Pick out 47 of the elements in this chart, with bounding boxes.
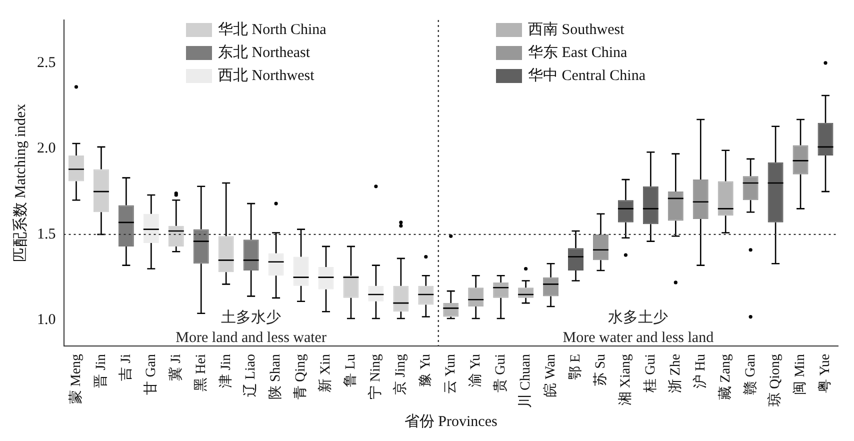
y-tick-label: 1.5 — [37, 226, 56, 242]
annotation: More water and less land — [562, 330, 714, 346]
x-tick-label: 粤 Yue — [817, 354, 834, 394]
x-axis-title: 省份 Provinces — [404, 412, 498, 430]
x-tick-label: 桂 Gui — [642, 354, 658, 394]
x-tick-label: 蒙 Meng — [68, 354, 84, 404]
x-tick-label: 豫 Yu — [418, 354, 434, 388]
y-tick-label: 1.0 — [37, 312, 56, 328]
legend-label: 西北 Northwest — [218, 66, 314, 85]
x-tick-label: 冀 Ji — [168, 354, 184, 381]
x-tick-label: 鄂 E — [567, 354, 584, 380]
x-tick-label: 黑 Hei — [194, 354, 209, 392]
legend-label: 东北 Northeast — [218, 44, 310, 62]
legend-label: 华中 Central China — [528, 66, 646, 85]
x-tick-label: 京 Jing — [392, 354, 409, 395]
x-tick-label: 吉 Ji — [118, 354, 134, 381]
annotation: 土多水少 — [221, 308, 282, 326]
y-axis-title: 匹配系数 Matching index — [12, 103, 29, 262]
annotation: 水多土少 — [608, 308, 668, 326]
x-tick-label: 浙 Zhe — [667, 354, 684, 394]
annotation: More land and less water — [176, 330, 326, 346]
x-tick-label: 皖 Wan — [542, 354, 558, 397]
x-tick-label: 鲁 Lu — [342, 354, 359, 388]
x-tick-label: 苏 Su — [592, 354, 608, 386]
x-tick-label: 藏 Zang — [717, 354, 734, 400]
y-tick-label: 2.5 — [37, 54, 56, 71]
legend-label: 华北 North China — [218, 20, 326, 39]
x-tick-label: 晋 Jin — [92, 354, 109, 388]
x-tick-label: 云 Yun — [444, 354, 459, 394]
x-tick-label: 川 Chuan — [517, 354, 534, 408]
x-tick-label: 湘 Xiang — [617, 354, 634, 406]
x-tick-label: 贵 Gui — [492, 354, 508, 392]
x-tick-label: 辽 Liao — [242, 354, 259, 398]
legend-label: 西南 Southwest — [528, 20, 624, 39]
x-tick-label: 甘 Gan — [142, 354, 159, 395]
legend-label: 华东 East China — [528, 44, 628, 62]
x-tick-label: 琼 Qiong — [767, 354, 784, 406]
x-tick-label: 陕 Shan — [268, 354, 284, 400]
x-tick-label: 宁 Ning — [368, 354, 384, 400]
x-tick-label: 青 Qing — [292, 354, 309, 400]
x-tick-label: 闽 Min — [792, 354, 808, 395]
x-tick-label: 津 Jin — [218, 354, 234, 388]
x-tick-label: 赣 Gan — [742, 354, 758, 395]
y-tick-label: 2.0 — [37, 140, 56, 157]
x-tick-label: 沪 Hu — [692, 354, 708, 389]
x-tick-label: 渝 Yu — [468, 354, 484, 388]
x-tick-label: 新 Xin — [318, 354, 334, 392]
